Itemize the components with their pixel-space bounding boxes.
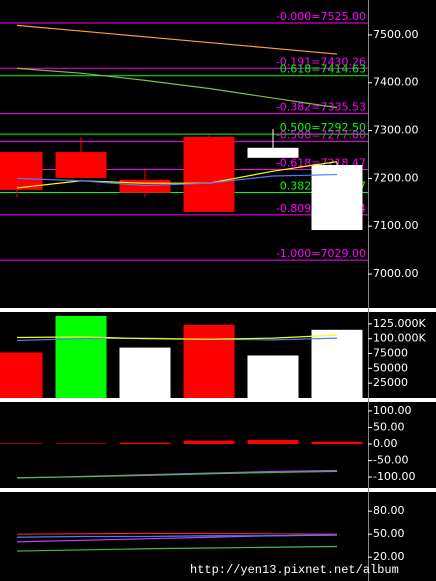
y-tick-label: -100.00 [373,470,415,483]
level-label: -0.000=7525.00 [276,10,366,23]
panel-separator [0,308,436,312]
panel-separator [0,488,436,492]
y-tick-label: 50.00 [373,527,405,540]
candle-body [183,136,235,212]
y-tick-label: 50000 [373,361,408,374]
level-label: -0.382=7335.53 [276,101,366,114]
watermark: http://yen13.pixnet.net/album [190,563,399,577]
y-tick-label: 7200.00 [373,171,419,184]
y-tick-label: 25000 [373,376,408,389]
y-tick-label: 75000 [373,347,408,360]
y-tick-label: -50.00 [373,454,408,467]
bar [247,440,299,445]
y-tick-label: 20.00 [373,550,405,563]
series-line [16,470,338,479]
bar [311,441,363,445]
bar [183,324,235,398]
bar [119,347,171,398]
series-line [16,67,338,109]
y-tick-label: 7500.00 [373,28,419,41]
y-tick-label: 7000.00 [373,267,419,280]
level-label: -0.191=7430.26 [276,55,366,68]
series-line [16,534,338,538]
bar [0,443,43,445]
bar [119,442,171,445]
bar [311,329,363,398]
bar [183,440,235,445]
level-label: -0.500=7277.00 [276,129,366,142]
series-line [16,334,338,340]
y-tick-label: 125.000K [373,317,426,330]
y-tick-label: 80.00 [373,504,405,517]
bar [0,352,43,398]
candle-body [0,152,43,190]
series-line [16,545,338,552]
bar [55,443,107,445]
series-line [16,161,338,189]
bar [247,355,299,398]
y-tick-label: 100.00 [373,404,412,417]
candle-body [311,165,363,231]
panel-separator [0,398,436,402]
candle-body [247,147,299,158]
series-line [16,173,338,187]
bar [55,315,107,398]
y-tick-label: 7100.00 [373,219,419,232]
y-tick-label: 0.00 [373,437,398,450]
y-tick-label: 100.000K [373,332,426,345]
candle-body [119,179,171,193]
level-label: -1.000=7029.00 [276,247,366,260]
y-tick-label: 50.00 [373,420,405,433]
y-tick-label: 7300.00 [373,124,419,137]
level-label: 0.500=7292.50 [280,121,366,134]
candle-body [55,152,107,178]
series-line [16,532,338,535]
series-line [16,24,338,55]
level-label: 0.618=7414.63 [280,63,366,76]
y-tick-label: 7400.00 [373,76,419,89]
